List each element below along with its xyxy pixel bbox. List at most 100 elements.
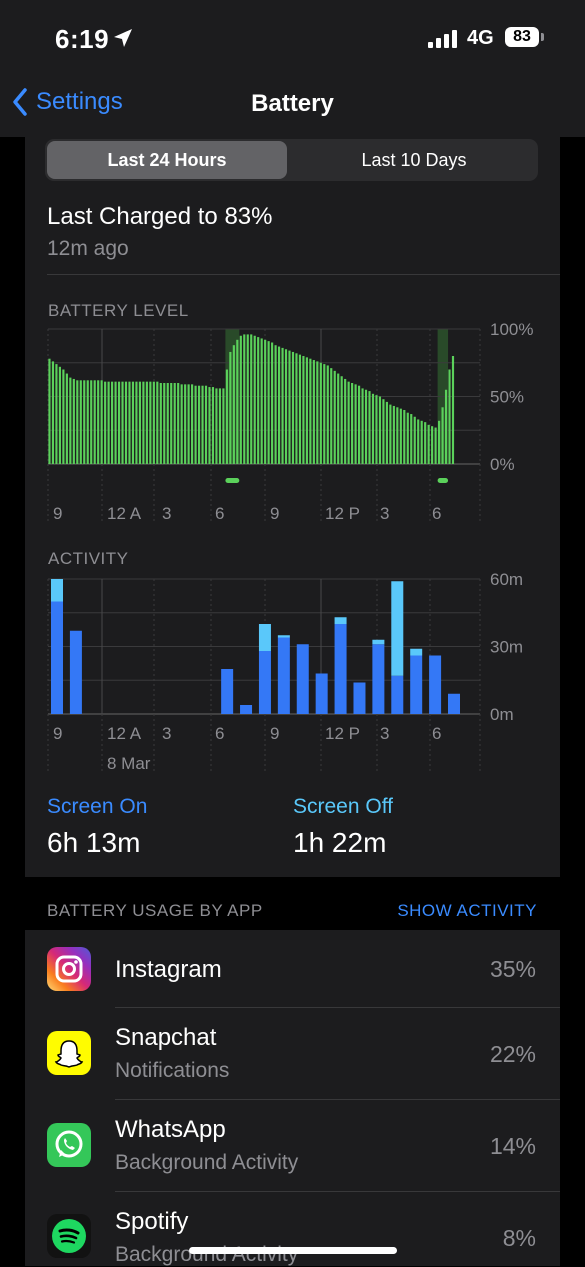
battery-bar: [323, 364, 326, 464]
battery-bar: [170, 383, 173, 464]
battery-bar: [184, 384, 187, 464]
back-button[interactable]: Settings: [12, 88, 123, 116]
location-arrow-icon: [114, 29, 132, 47]
back-label: Settings: [36, 88, 123, 115]
screen-off-label: Screen Off: [293, 795, 393, 818]
app-name: WhatsApp: [115, 1116, 226, 1143]
app-percent: 14%: [489, 1133, 536, 1159]
battery-bar: [156, 381, 159, 464]
last-charged-subtitle: 12m ago: [47, 237, 129, 260]
battery-bar: [51, 361, 55, 464]
spotify-icon: [47, 1214, 91, 1258]
battery-bar: [239, 335, 242, 464]
date-label: 8 Mar: [107, 754, 151, 773]
divider: [115, 1191, 560, 1192]
battery-bar: [444, 389, 448, 464]
battery-bar: [364, 389, 368, 464]
battery-bar: [114, 381, 117, 464]
battery-bar: [111, 381, 114, 464]
battery-bar: [90, 380, 93, 464]
battery-bar: [330, 368, 333, 464]
battery-bar: [371, 393, 375, 464]
battery-bar: [326, 365, 329, 464]
battery-bar: [187, 384, 190, 464]
x-tick-label: 6: [432, 504, 441, 523]
battery-bar: [406, 412, 409, 464]
battery-bar: [291, 351, 295, 464]
screen-off-bar: [410, 648, 423, 656]
battery-level-text: 83: [513, 28, 531, 45]
battery-bar: [312, 360, 315, 464]
battery-bar: [211, 387, 215, 464]
home-indicator[interactable]: [189, 1247, 397, 1254]
battery-bar: [173, 383, 176, 464]
battery-bar: [201, 385, 204, 464]
screen-on-value: 6h 13m: [47, 827, 141, 858]
divider: [115, 1099, 560, 1100]
battery-icon: 83: [505, 27, 539, 47]
list-item-whatsapp[interactable]: WhatsApp Background Activity 14%: [25, 1100, 560, 1191]
screen-on-bar: [372, 644, 385, 714]
list-item-instagram[interactable]: Instagram 35%: [25, 930, 560, 1007]
battery-bar: [295, 353, 298, 464]
list-item-spotify[interactable]: Spotify Background Activity 8%: [25, 1192, 560, 1266]
activity-chart: 60m 30m 0m 9 12 A 3 6 9 12 P 3 6 8 Mar: [47, 570, 523, 773]
screen-on-label: Screen On: [47, 795, 148, 818]
usage-header: BATTERY USAGE BY APP: [47, 901, 263, 920]
app-name: Instagram: [115, 956, 222, 983]
segment-last-24-hours[interactable]: Last 24 Hours: [47, 141, 287, 179]
list-item-snapchat[interactable]: Snapchat Notifications 22%: [25, 1008, 560, 1099]
battery-bar: [260, 338, 263, 464]
battery-bar: [128, 381, 131, 464]
battery-bar: [197, 385, 201, 464]
x-tick-label: 12 A: [107, 724, 142, 743]
segment-last-10-days[interactable]: Last 10 Days: [361, 150, 467, 170]
battery-bar: [131, 381, 135, 464]
battery-bar: [225, 369, 228, 464]
app-name: Spotify: [115, 1208, 189, 1235]
y-tick-label: 0m: [490, 705, 514, 724]
battery-bar: [62, 369, 65, 464]
battery-bar: [347, 381, 350, 464]
battery-bar: [208, 387, 211, 464]
screen-on-bar: [258, 651, 271, 714]
battery-bar: [232, 345, 235, 464]
navigation-bar: Settings Battery: [0, 80, 585, 137]
screen-on-bar: [296, 644, 309, 714]
x-tick-label: 12 A: [107, 504, 142, 523]
battery-bar: [117, 381, 121, 464]
x-tick-label: 3: [380, 724, 389, 743]
battery-bar: [253, 335, 256, 464]
screen-on-bar: [221, 669, 234, 714]
screen-off-bar: [391, 581, 404, 676]
battery-bar: [142, 381, 145, 464]
battery-bar: [236, 339, 239, 464]
app-name: Snapchat: [115, 1024, 217, 1051]
screen-off-bar: [334, 617, 347, 624]
screen-on-bar: [448, 693, 460, 714]
x-tick-label: 3: [162, 724, 171, 743]
battery-bar: [392, 405, 395, 464]
battery-bar: [135, 381, 138, 464]
battery-bar: [65, 373, 68, 464]
charging-indicator: [437, 478, 449, 483]
battery-bar: [403, 410, 406, 464]
battery-bar: [145, 381, 148, 464]
battery-bar: [385, 401, 388, 464]
battery-bar: [152, 381, 155, 464]
battery-bar: [149, 381, 152, 464]
battery-bar: [72, 378, 75, 464]
status-time: 6:19: [55, 24, 110, 54]
y-tick-label: 0%: [490, 455, 515, 474]
battery-bar: [163, 383, 166, 464]
x-tick-label: 9: [53, 504, 62, 523]
battery-bar: [55, 364, 58, 464]
app-percent: 35%: [489, 956, 536, 982]
battery-bar: [159, 383, 162, 464]
battery-bar: [79, 380, 82, 464]
battery-bar: [344, 378, 347, 464]
battery-bar: [281, 347, 284, 464]
screen-on-bar: [334, 624, 347, 714]
show-activity-button[interactable]: SHOW ACTIVITY: [397, 901, 537, 920]
battery-bar: [420, 420, 423, 464]
